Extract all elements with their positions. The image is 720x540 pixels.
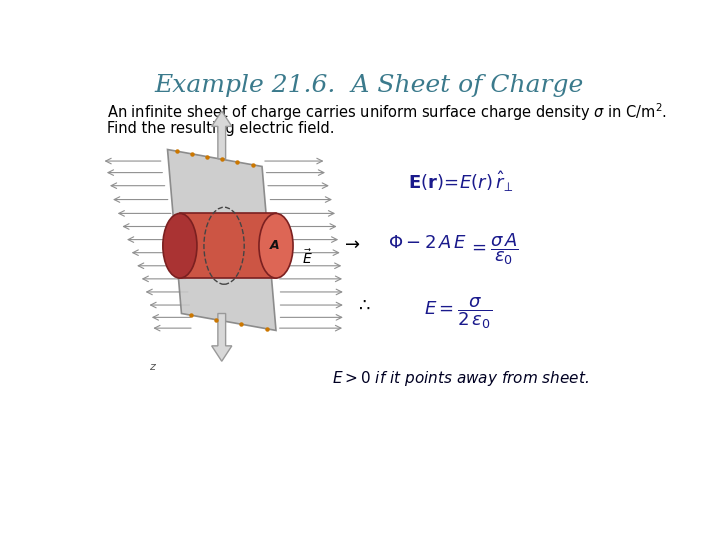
Polygon shape: [168, 150, 276, 330]
Text: An infinite sheet of charge carries uniform surface charge density $\sigma$ in C: An infinite sheet of charge carries unif…: [107, 102, 667, 124]
Text: $\rightarrow$: $\rightarrow$: [341, 234, 361, 252]
Text: z: z: [149, 362, 155, 372]
Bar: [180, 213, 276, 278]
Text: Example 21.6.  A Sheet of Charge: Example 21.6. A Sheet of Charge: [154, 74, 584, 97]
Text: $=\dfrac{\sigma\,\mathit{A}}{\varepsilon_0}$: $=\dfrac{\sigma\,\mathit{A}}{\varepsilon…: [467, 232, 518, 267]
FancyArrow shape: [212, 111, 232, 159]
Text: Find the resulting electric field.: Find the resulting electric field.: [107, 121, 335, 136]
Ellipse shape: [259, 213, 293, 278]
Text: A: A: [269, 239, 279, 252]
Text: $\mathbf{E}(\mathbf{r})\!=\!E(r)\,\hat{r}_{\!\perp}$: $\mathbf{E}(\mathbf{r})\!=\!E(r)\,\hat{r…: [408, 170, 513, 194]
FancyArrow shape: [212, 314, 232, 361]
Text: $E=\dfrac{\sigma}{2\,\varepsilon_0}$: $E=\dfrac{\sigma}{2\,\varepsilon_0}$: [424, 295, 492, 330]
Text: $E>0$ if it points away from sheet.: $E>0$ if it points away from sheet.: [332, 369, 589, 388]
Text: $\vec{E}$: $\vec{E}$: [302, 248, 312, 267]
Ellipse shape: [163, 213, 197, 278]
Text: $\Phi-2\,\mathit{A}\,E$: $\Phi-2\,\mathit{A}\,E$: [387, 234, 467, 252]
Text: $\therefore$: $\therefore$: [355, 296, 371, 314]
